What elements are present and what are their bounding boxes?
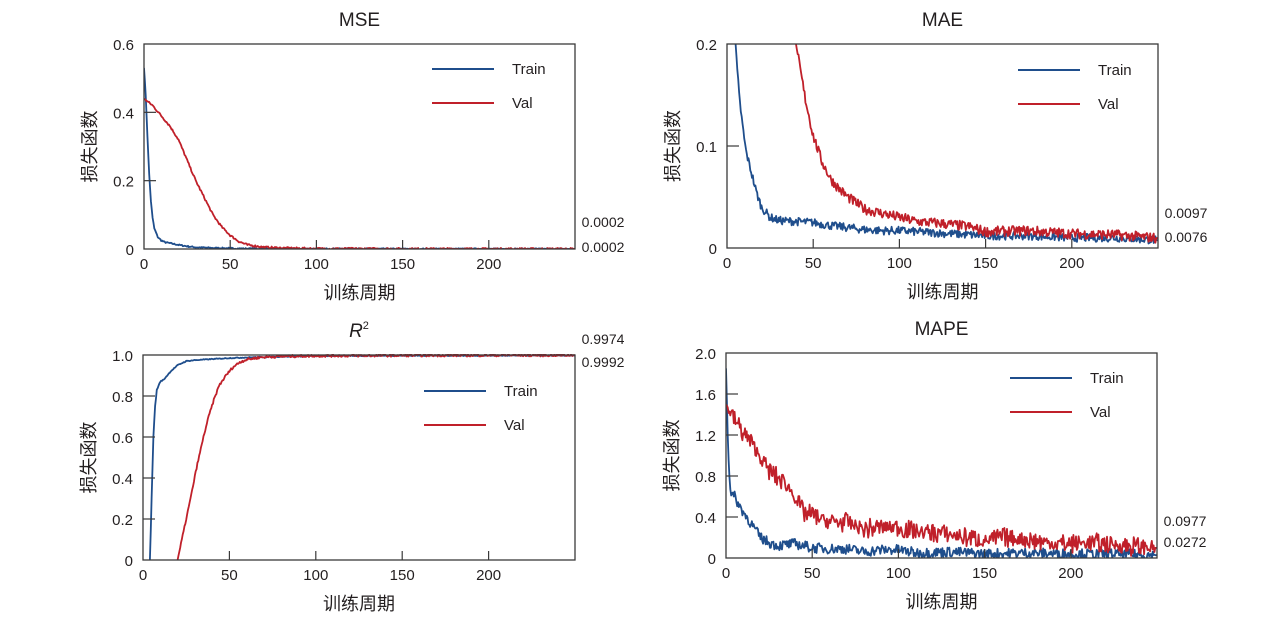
x-tick-label: 50 [221, 567, 238, 584]
x-tick-label: 150 [390, 256, 415, 273]
y-tick-label: 0 [709, 241, 717, 258]
y-axis-label: 损失函数 [663, 110, 683, 182]
x-tick-label: 50 [222, 256, 239, 273]
y-tick-label: 0.4 [695, 510, 716, 527]
x-tick-label: 150 [972, 565, 997, 582]
legend-label-train: Train [512, 61, 546, 78]
y-tick-label: 0.2 [113, 174, 134, 191]
y-tick-label: 0.6 [112, 430, 133, 447]
x-tick-label: 200 [1059, 255, 1084, 272]
y-axis-label: 损失函数 [79, 422, 99, 494]
y-tick-label: 2.0 [695, 346, 716, 363]
x-tick-label: 0 [722, 565, 730, 582]
y-tick-label: 0 [126, 242, 134, 259]
panel-mape: MAPE 0 50 100 150 200 0 0.4 0.8 1.2 1.6 2.0 训练周期 损失函数… [662, 319, 1207, 612]
end-value-label: 0.0977 [1164, 513, 1207, 529]
chart-title: R2 [349, 320, 369, 342]
x-tick-label: 100 [887, 255, 912, 272]
x-axis-label: 训练周期 [323, 594, 395, 614]
end-value-label: 0.0002 [582, 239, 625, 255]
x-tick-label: 150 [390, 567, 415, 584]
axes-frame [726, 43, 1159, 249]
series-line-val [795, 43, 1158, 244]
y-tick-label: 0.1 [696, 139, 717, 156]
end-value-label: 0.0002 [582, 214, 625, 230]
y-tick-label: 0.8 [695, 469, 716, 486]
chart-title: MAPE [915, 319, 969, 340]
x-tick-label: 200 [476, 567, 501, 584]
x-tick-label: 0 [140, 256, 148, 273]
y-tick-label: 0 [125, 553, 133, 570]
y-axis-label: 损失函数 [80, 111, 100, 183]
x-tick-label: 200 [476, 256, 501, 273]
x-tick-label: 50 [804, 565, 821, 582]
y-tick-label: 0.4 [113, 105, 134, 122]
legend-label-train: Train [1090, 370, 1124, 387]
y-tick-label: 0.2 [696, 37, 717, 54]
axes-frame [725, 352, 1158, 559]
end-value-label: 0.0272 [1164, 534, 1207, 550]
chart-title: MSE [339, 10, 380, 31]
panel-mse: MSE 0 50 100 150 200 0 0.2 0.4 0.6 训练周期 损失函数 Train Va… [80, 10, 625, 303]
x-tick-label: 0 [723, 255, 731, 272]
series-line-val [144, 97, 575, 249]
legend-label-train: Train [1098, 62, 1132, 79]
y-tick-label: 0 [708, 551, 716, 568]
x-axis-label: 训练周期 [907, 282, 979, 302]
axes-frame [143, 43, 576, 250]
y-tick-label: 1.0 [112, 348, 133, 365]
x-tick-label: 200 [1058, 565, 1083, 582]
chart-title: MAE [922, 10, 963, 31]
legend-label-val: Val [512, 95, 533, 112]
y-tick-label: 0.4 [112, 471, 133, 488]
end-value-label: 0.9992 [582, 354, 625, 370]
end-value-label: 0.0097 [1165, 205, 1208, 221]
y-tick-label: 1.2 [695, 428, 716, 445]
y-tick-label: 0.6 [113, 37, 134, 54]
x-tick-label: 100 [303, 567, 328, 584]
series-line-val [726, 403, 1157, 557]
end-value-label: 0.0076 [1165, 229, 1208, 245]
y-tick-label: 0.2 [112, 512, 133, 529]
series-line-train [144, 67, 575, 249]
x-tick-label: 150 [973, 255, 998, 272]
panel-r2: R2 0 50 100 150 200 0 0.2 0.4 0.6 0.8 1.0 训练周期 损失函数 Tr… [79, 320, 625, 614]
series-line-train [734, 43, 1158, 245]
x-axis-label: 训练周期 [906, 592, 978, 612]
end-value-label: 0.9974 [582, 331, 625, 347]
panel-mae: MAE 0 50 100 150 200 0 0.1 0.2 训练周期 损失函数 Train Val 0.… [663, 10, 1208, 302]
legend-label-val: Val [504, 417, 525, 434]
y-axis-label: 损失函数 [662, 420, 682, 492]
x-axis-label: 训练周期 [324, 283, 396, 303]
x-tick-label: 50 [805, 255, 822, 272]
y-tick-label: 1.6 [695, 387, 716, 404]
legend-label-val: Val [1098, 96, 1119, 113]
x-tick-label: 0 [139, 567, 147, 584]
y-tick-label: 0.8 [112, 389, 133, 406]
x-tick-label: 100 [304, 256, 329, 273]
legend-label-train: Train [504, 383, 538, 400]
x-tick-label: 100 [886, 565, 911, 582]
series-line-train [726, 368, 1157, 558]
axes-frame [142, 354, 576, 561]
legend-label-val: Val [1090, 404, 1111, 421]
